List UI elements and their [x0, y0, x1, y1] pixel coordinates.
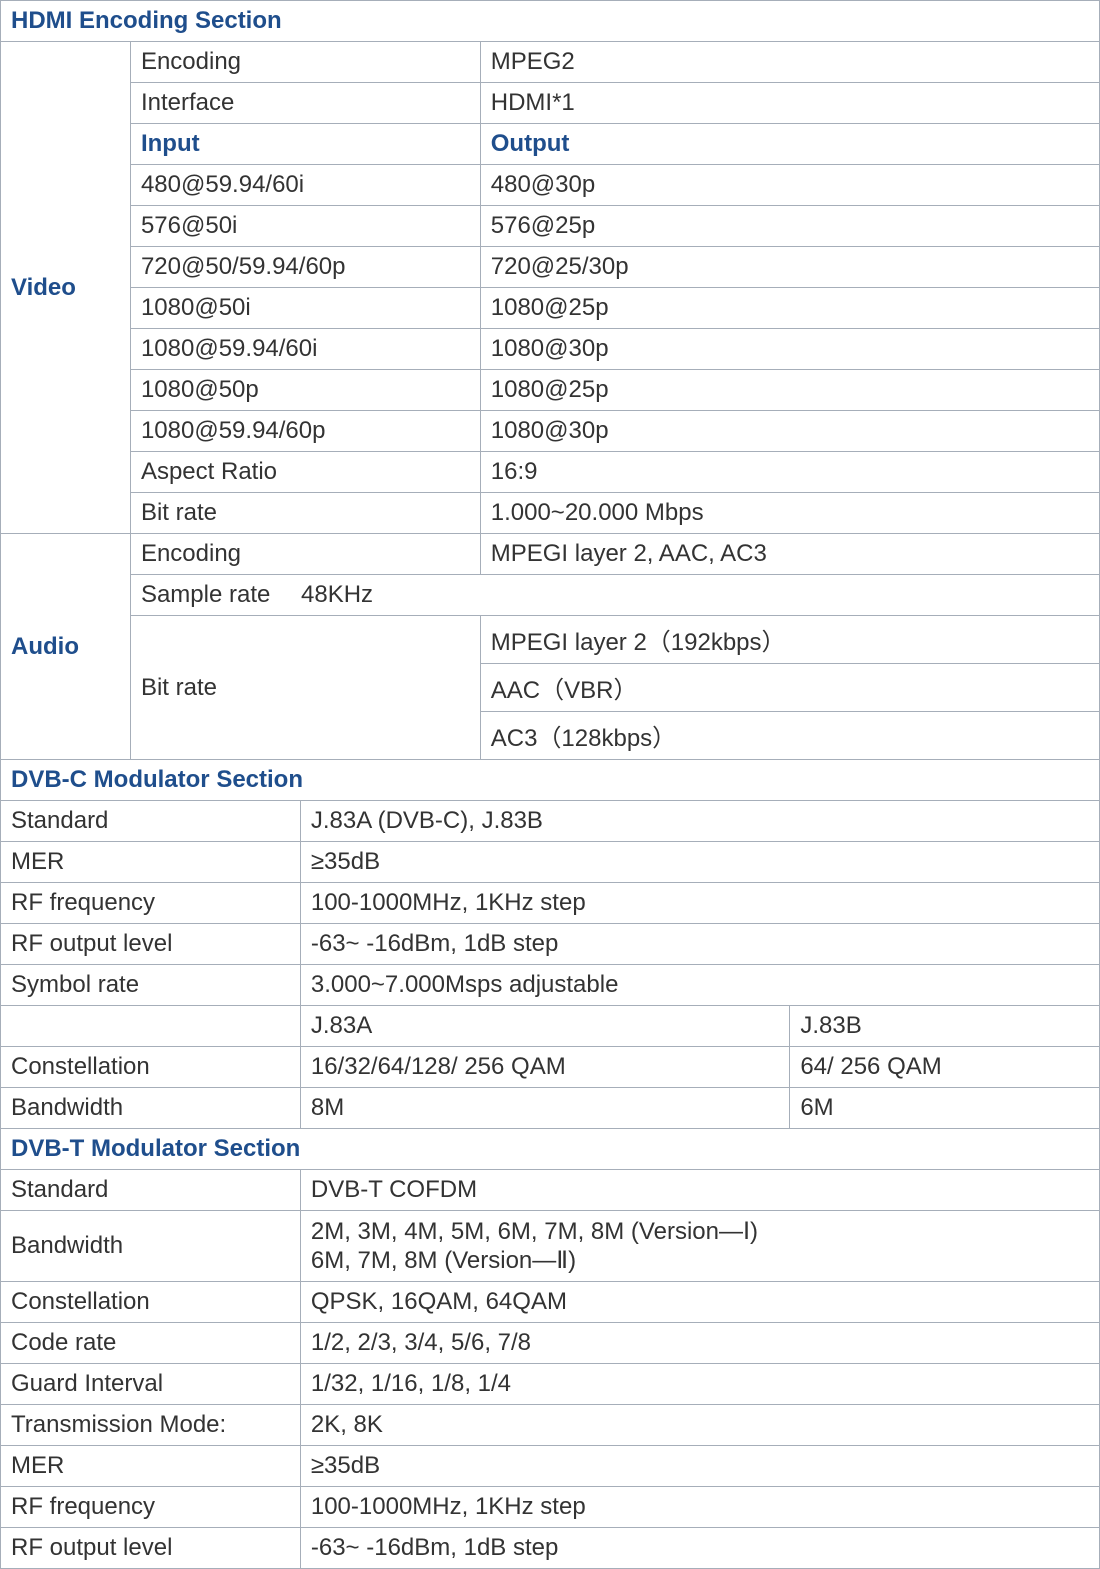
video-aspect-k: Aspect Ratio — [130, 452, 480, 493]
audio-label: Audio — [1, 534, 131, 760]
dvbt-v: DVB-T COFDM — [300, 1170, 1099, 1211]
video-mode-in: 1080@50p — [130, 370, 480, 411]
dvbc-v: 3.000~7.000Msps adjustable — [300, 965, 1099, 1006]
video-input-header: Input — [130, 124, 480, 165]
dvbt-k: Standard — [1, 1170, 301, 1211]
dvbt-k: RF output level — [1, 1528, 301, 1569]
video-encoding-v: MPEG2 — [480, 42, 1099, 83]
dvbc-section-title: DVB-C Modulator Section — [1, 760, 1100, 801]
dvbc-v: ≥35dB — [300, 842, 1099, 883]
video-mode-in: 1080@59.94/60i — [130, 329, 480, 370]
video-mode-out: 1080@30p — [480, 411, 1099, 452]
video-mode-out: 720@25/30p — [480, 247, 1099, 288]
audio-bitrate-value: AC3（128kbps） — [480, 712, 1099, 760]
video-mode-out: 1080@30p — [480, 329, 1099, 370]
video-mode-in: 576@50i — [130, 206, 480, 247]
video-aspect-v: 16:9 — [480, 452, 1099, 493]
dvbt-k: Transmission Mode: — [1, 1405, 301, 1446]
dvbt-v: -63~ -16dBm, 1dB step — [300, 1528, 1099, 1569]
video-output-header: Output — [480, 124, 1099, 165]
dvbt-k: Code rate — [1, 1323, 301, 1364]
dvbc-k: Symbol rate — [1, 965, 301, 1006]
dvbc-constellation-k: Constellation — [1, 1047, 301, 1088]
dvbc-bandwidth-b: 6M — [790, 1088, 1100, 1129]
dvbc-bandwidth-k: Bandwidth — [1, 1088, 301, 1129]
audio-bitrate-value: AAC（VBR） — [480, 664, 1099, 712]
dvbc-v: -63~ -16dBm, 1dB step — [300, 924, 1099, 965]
video-bitrate-v: 1.000~20.000 Mbps — [480, 493, 1099, 534]
dvbt-k: Constellation — [1, 1282, 301, 1323]
dvbc-col-b: J.83B — [790, 1006, 1100, 1047]
dvbt-v: 100-1000MHz, 1KHz step — [300, 1487, 1099, 1528]
dvbt-k: Bandwidth — [1, 1211, 301, 1282]
dvbt-v: 1/2, 2/3, 3/4, 5/6, 7/8 — [300, 1323, 1099, 1364]
audio-bitrate-label: Bit rate — [130, 616, 480, 760]
dvbc-constellation-a: 16/32/64/128/ 256 QAM — [300, 1047, 789, 1088]
dvbc-split-empty — [1, 1006, 301, 1047]
video-interface-k: Interface — [130, 83, 480, 124]
dvbc-k: RF output level — [1, 924, 301, 965]
hdmi-section-title: HDMI Encoding Section — [1, 1, 1100, 42]
dvbc-v: 100-1000MHz, 1KHz step — [300, 883, 1099, 924]
dvbt-section-title: DVB-T Modulator Section — [1, 1129, 1100, 1170]
video-mode-in: 1080@59.94/60p — [130, 411, 480, 452]
dvbt-k: MER — [1, 1446, 301, 1487]
video-bitrate-k: Bit rate — [130, 493, 480, 534]
dvbc-constellation-b: 64/ 256 QAM — [790, 1047, 1100, 1088]
dvbc-bandwidth-a: 8M — [300, 1088, 789, 1129]
dvbt-v: QPSK, 16QAM, 64QAM — [300, 1282, 1099, 1323]
audio-encoding-k: Encoding — [130, 534, 480, 575]
dvbt-k: RF frequency — [1, 1487, 301, 1528]
dvbc-k: Standard — [1, 801, 301, 842]
video-mode-out: 1080@25p — [480, 288, 1099, 329]
audio-bitrate-value: MPEGI layer 2（192kbps） — [480, 616, 1099, 664]
dvbc-v: J.83A (DVB-C), J.83B — [300, 801, 1099, 842]
dvbt-k: Guard Interval — [1, 1364, 301, 1405]
video-interface-v: HDMI*1 — [480, 83, 1099, 124]
dvbc-col-a: J.83A — [300, 1006, 789, 1047]
dvbt-v: 2K, 8K — [300, 1405, 1099, 1446]
video-mode-out: 1080@25p — [480, 370, 1099, 411]
dvbt-v: 1/32, 1/16, 1/8, 1/4 — [300, 1364, 1099, 1405]
dvbt-v: ≥35dB — [300, 1446, 1099, 1487]
video-label: Video — [1, 42, 131, 534]
video-mode-out: 576@25p — [480, 206, 1099, 247]
video-mode-in: 720@50/59.94/60p — [130, 247, 480, 288]
video-mode-out: 480@30p — [480, 165, 1099, 206]
spec-table: HDMI Encoding Section Video Encoding MPE… — [0, 0, 1100, 1569]
video-mode-in: 480@59.94/60i — [130, 165, 480, 206]
audio-sample-rate: Sample rate 48KHz — [130, 575, 1099, 616]
audio-encoding-v: MPEGI layer 2, AAC, AC3 — [480, 534, 1099, 575]
dvbt-v: 2M, 3M, 4M, 5M, 6M, 7M, 8M (Version—Ⅰ) 6… — [300, 1211, 1099, 1282]
video-encoding-k: Encoding — [130, 42, 480, 83]
video-mode-in: 1080@50i — [130, 288, 480, 329]
dvbc-k: RF frequency — [1, 883, 301, 924]
dvbc-k: MER — [1, 842, 301, 883]
